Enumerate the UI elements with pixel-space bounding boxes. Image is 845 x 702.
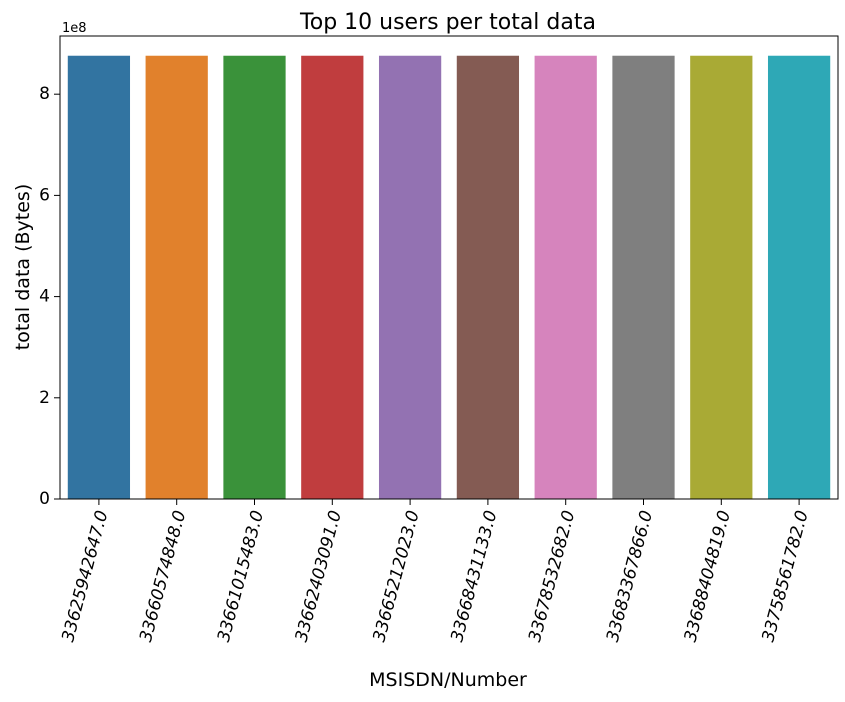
x-tick-label: 33665212023.0 — [369, 508, 423, 644]
bar-6 — [456, 55, 520, 499]
x-tick-label: 33688404819.0 — [681, 508, 735, 644]
x-tick-label: 33625942647.0 — [58, 508, 112, 644]
y-tick-label: 6 — [39, 185, 50, 205]
bar-2 — [145, 55, 208, 499]
y-tick-label: 8 — [39, 84, 50, 104]
x-tick-label: 33678532682.0 — [525, 508, 579, 644]
x-tick-label: 33661015483.0 — [214, 508, 268, 644]
y-axis-label: total data (Bytes) — [12, 184, 34, 350]
bar-3 — [223, 55, 286, 499]
bars-group — [67, 55, 831, 499]
bar-10 — [767, 55, 831, 499]
x-axis-ticks: 33625942647.0 33660574848.0 33661015483.0 3… — [58, 499, 813, 644]
bar-4 — [301, 55, 364, 499]
bar-9 — [690, 55, 753, 499]
x-tick-label: 33668431133.0 — [447, 508, 501, 644]
y-tick-label: 0 — [39, 489, 50, 509]
bar-1 — [67, 55, 131, 499]
chart-title: Top 10 users per total data — [299, 10, 596, 35]
y-tick-label: 4 — [39, 287, 50, 307]
x-tick-label: 33660574848.0 — [136, 508, 190, 644]
x-tick-label: 33683367866.0 — [603, 508, 657, 644]
y-axis-ticks: 0 2 4 6 8 — [39, 84, 60, 509]
bar-5 — [378, 55, 442, 499]
y-tick-label: 2 — [39, 388, 50, 408]
bar-7 — [534, 55, 597, 499]
x-tick-label: 33662403091.0 — [292, 508, 346, 644]
x-axis-label: MSISDN/Number — [369, 669, 527, 691]
x-tick-label: 33758561782.0 — [758, 508, 812, 644]
bar-8 — [612, 55, 675, 499]
plot-frame — [59, 35, 839, 500]
y-axis-offset-label: 1e8 — [62, 21, 87, 36]
